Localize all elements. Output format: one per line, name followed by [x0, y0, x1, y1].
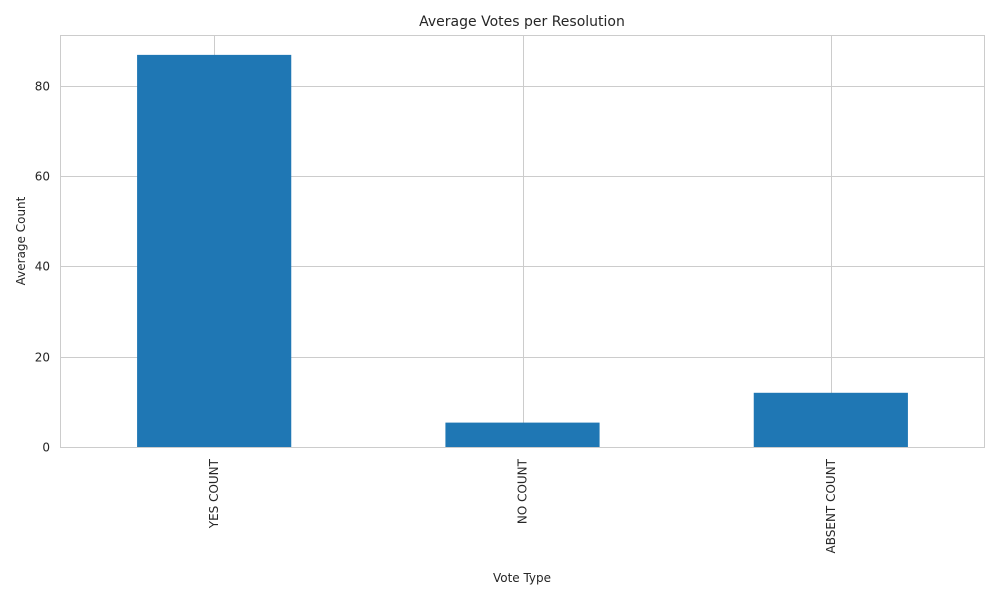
chart-title: Average Votes per Resolution: [419, 14, 625, 30]
y-tick-label: 60: [35, 170, 50, 184]
y-axis-label: Average Count: [14, 196, 28, 285]
bar-absent-count: [753, 392, 908, 447]
x-tick-labels: YES COUNT NO COUNT ABSENT COUNT: [207, 458, 838, 553]
y-tick-label: 0: [42, 441, 50, 455]
x-tick-label: NO COUNT: [516, 458, 530, 524]
plot-frame: [60, 35, 985, 448]
bar-no-count: [445, 422, 600, 447]
bars: [137, 54, 908, 447]
y-tick-labels: 0 20 40 60 80: [35, 80, 50, 455]
x-tick-label: ABSENT COUNT: [824, 458, 838, 553]
y-tick-label: 20: [35, 351, 50, 365]
y-tick-label: 40: [35, 260, 50, 274]
x-axis-label: Vote Type: [493, 571, 551, 585]
y-tick-label: 80: [35, 80, 50, 94]
bar-yes-count: [137, 54, 292, 447]
x-tick-label: YES COUNT: [207, 458, 221, 529]
